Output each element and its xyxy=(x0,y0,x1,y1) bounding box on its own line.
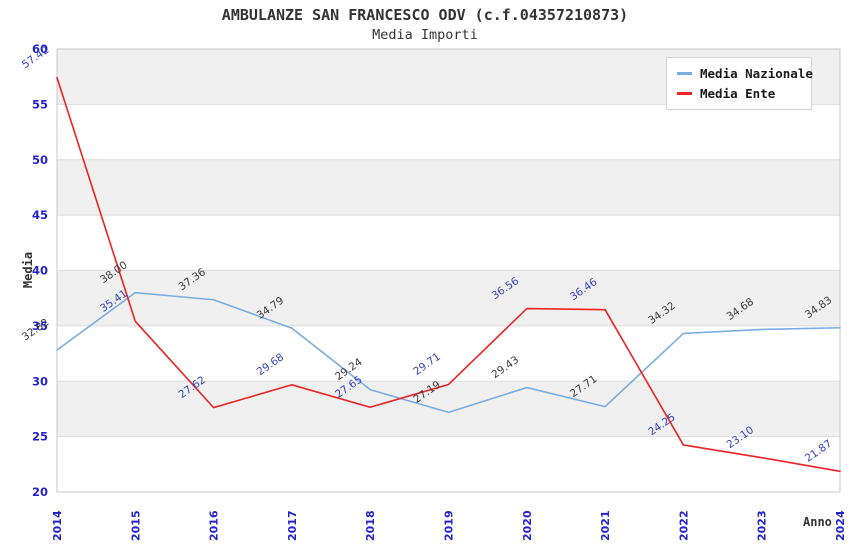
y-tick-label: 20 xyxy=(32,485,48,499)
series-line-media-nazionale xyxy=(56,291,841,414)
y-tick-label: 40 xyxy=(32,264,48,278)
y-tick-label: 30 xyxy=(32,374,48,388)
x-tick-label: 2016 xyxy=(208,510,221,541)
legend-item-media-nazionale: Media Nazionale xyxy=(677,65,813,82)
point-label: 21.87 xyxy=(803,438,835,465)
chart-subtitle: Media Importi xyxy=(372,27,478,43)
legend-item-media-ente: Media Ente xyxy=(677,85,801,102)
legend: Media Nazionale Media Ente xyxy=(666,57,813,110)
grid-band xyxy=(57,381,840,437)
x-tick-label: 2023 xyxy=(756,510,769,541)
x-tick-label: 2014 xyxy=(51,510,64,541)
point-label: 29.68 xyxy=(255,351,287,378)
point-label: 29.43 xyxy=(490,354,522,381)
x-tick-label: 2018 xyxy=(364,510,377,541)
grid-band xyxy=(57,159,840,216)
x-tick-label: 2017 xyxy=(286,510,299,541)
legend-marker-nazionale-icon xyxy=(677,72,692,75)
plot-border xyxy=(56,48,841,493)
y-axis-title: Media xyxy=(21,251,35,289)
legend-label-nazionale: Media Nazionale xyxy=(700,66,813,81)
y-tick-label: 35 xyxy=(32,319,48,333)
series-line-media-ente xyxy=(56,76,841,473)
x-tick-label: 2024 xyxy=(834,510,847,541)
x-tick-label: 2021 xyxy=(599,510,612,541)
x-tick-label: 2022 xyxy=(677,510,690,541)
y-tick-label: 55 xyxy=(32,97,48,111)
point-label: 29.71 xyxy=(411,351,443,378)
y-tick-label: 25 xyxy=(32,430,48,444)
chart-title: AMBULANZE SAN FRANCESCO ODV (c.f.0435721… xyxy=(221,6,629,24)
x-axis-title: Anno xyxy=(803,515,832,529)
y-tick-label: 60 xyxy=(32,42,48,56)
legend-marker-ente-icon xyxy=(677,92,692,95)
y-tick-label: 45 xyxy=(32,208,48,222)
x-tick-label: 2020 xyxy=(521,510,534,541)
x-tick-label: 2019 xyxy=(443,510,456,541)
legend-label-ente: Media Ente xyxy=(700,86,776,101)
x-tick-label: 2015 xyxy=(129,510,142,541)
grid-band xyxy=(57,270,840,326)
y-tick-label: 50 xyxy=(32,153,48,167)
